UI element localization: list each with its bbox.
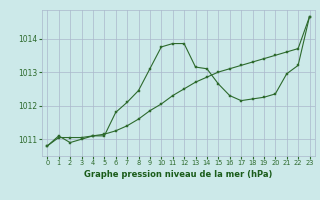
X-axis label: Graphe pression niveau de la mer (hPa): Graphe pression niveau de la mer (hPa): [84, 170, 273, 179]
